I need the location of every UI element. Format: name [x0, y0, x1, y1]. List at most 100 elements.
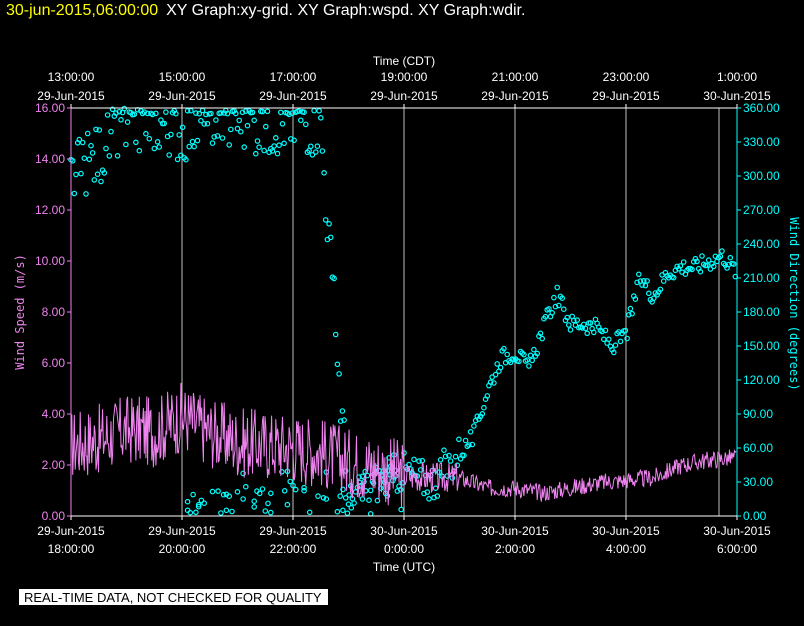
- wind-direction-point: [317, 115, 324, 121]
- wind-direction-point: [367, 510, 374, 517]
- wind-direction-point: [469, 441, 476, 448]
- wind-direction-point: [307, 143, 314, 150]
- wind-direction-point: [249, 109, 256, 116]
- wind-direction-point: [267, 509, 274, 516]
- wind-direction-point: [650, 295, 657, 302]
- wind-direction-point: [446, 452, 452, 459]
- wind-direction-point: [398, 506, 405, 513]
- x-tick-label-time: 20:00:00: [159, 542, 206, 556]
- wind-direction-point: [590, 329, 597, 336]
- wind-direction-point: [226, 142, 233, 148]
- wind-direction-point: [612, 342, 619, 349]
- wind-direction-point: [622, 327, 629, 334]
- wind-direction-point: [243, 483, 249, 490]
- wind-direction-point: [244, 122, 251, 129]
- wind-direction-point: [309, 152, 316, 158]
- wind-direction-point: [86, 156, 93, 163]
- wind-direction-point: [602, 327, 609, 334]
- wind-direction-point: [599, 328, 605, 335]
- wind-direction-point: [262, 123, 269, 130]
- x-tick-label-time: 18:00:00: [48, 542, 95, 556]
- wind-direction-point: [287, 478, 294, 485]
- wind-direction-point: [163, 109, 169, 115]
- x-tick-label-time: 4:00:00: [606, 542, 646, 556]
- wind-direction-point: [344, 510, 351, 517]
- x-tick-label-time: 0:00:00: [384, 542, 424, 556]
- y-right-tick-label: 330.00: [743, 135, 780, 149]
- wind-direction-point: [153, 110, 159, 117]
- wind-direction-point: [284, 501, 291, 508]
- wind-direction-point: [311, 107, 317, 114]
- wind-direction-point: [214, 133, 221, 139]
- wind-direction-point: [531, 346, 537, 353]
- wind-direction-point: [432, 485, 439, 492]
- wind-direction-point: [81, 155, 88, 162]
- wind-direction-point: [456, 436, 462, 443]
- y-right-tick-label: 240.00: [743, 237, 780, 251]
- top-tick-label-date: 29-Jun-2015: [37, 89, 105, 103]
- wind-direction-point: [201, 121, 208, 127]
- wind-direction-point: [84, 130, 91, 137]
- y-left-tick-label: 6.00: [42, 356, 66, 370]
- wind-direction-point: [705, 257, 712, 263]
- x-tick-label-date: 30-Jun-2015: [481, 524, 549, 538]
- wind-direction-point: [253, 150, 259, 157]
- wind-direction-point: [91, 177, 98, 183]
- wind-direction-point: [546, 306, 552, 312]
- wind-direction-point: [504, 351, 511, 358]
- wind-direction-point: [322, 217, 329, 223]
- axes: [67, 104, 741, 520]
- wind-direction-point: [281, 140, 287, 147]
- wind-direction-point: [539, 335, 546, 342]
- wind-direction-point: [534, 350, 541, 357]
- top-tick-label-time: 1:00:00: [717, 70, 757, 84]
- wind-direction-point: [146, 135, 153, 142]
- x-tick-label-time: 2:00:00: [495, 542, 535, 556]
- bottom-axis-title: Time (UTC): [373, 560, 435, 574]
- wind-direction-point: [156, 144, 163, 150]
- wind-direction-point: [336, 371, 342, 377]
- y-right-tick-label: 210.00: [743, 271, 780, 285]
- top-tick-label-date: 29-Jun-2015: [370, 89, 438, 103]
- wind-direction-point: [454, 462, 461, 469]
- wind-direction-point: [259, 108, 266, 115]
- wind-direction-point: [274, 150, 281, 157]
- wind-direction-point: [276, 142, 282, 149]
- wind-direction-point: [240, 470, 246, 477]
- wind-direction-point: [243, 108, 249, 114]
- wind-direction-point: [559, 295, 566, 302]
- wind-speed-series: [70, 382, 737, 508]
- wind-direction-point: [123, 141, 129, 148]
- wind-direction-point: [256, 490, 263, 497]
- y-right-tick-label: 180.00: [743, 305, 780, 319]
- wind-direction-point: [290, 482, 296, 489]
- wind-direction-point: [316, 108, 322, 114]
- wind-direction-point: [265, 500, 271, 507]
- wind-direction-point: [710, 263, 717, 270]
- wind-direction-point: [143, 130, 149, 137]
- wind-direction-point: [198, 117, 204, 124]
- wind-direction-point: [161, 120, 168, 127]
- wind-direction-point: [529, 357, 536, 364]
- y-right-title: Wind Direction (degrees): [787, 217, 801, 390]
- wind-direction-point: [704, 262, 710, 269]
- wind-direction-point: [319, 148, 326, 154]
- wind-direction-point: [719, 248, 725, 254]
- wind-direction-point: [625, 311, 632, 318]
- wind-direction-point: [151, 145, 158, 152]
- wind-direction-point: [670, 274, 677, 281]
- wind-direction-point: [337, 493, 344, 499]
- top-tick-label-date: 29-Jun-2015: [481, 89, 549, 103]
- wind-direction-point: [96, 127, 103, 133]
- wind-direction-point: [694, 258, 700, 265]
- wind-direction-point: [717, 253, 724, 260]
- wind-direction-point: [471, 423, 477, 429]
- wind-direction-point: [233, 110, 239, 117]
- wind-direction-point: [269, 148, 276, 154]
- wind-direction-point: [176, 132, 183, 138]
- wind-direction-point: [537, 330, 544, 337]
- wind-direction-point: [98, 178, 104, 185]
- x-tick-label-date: 30-Jun-2015: [703, 524, 771, 538]
- wind-direction-point: [240, 496, 246, 502]
